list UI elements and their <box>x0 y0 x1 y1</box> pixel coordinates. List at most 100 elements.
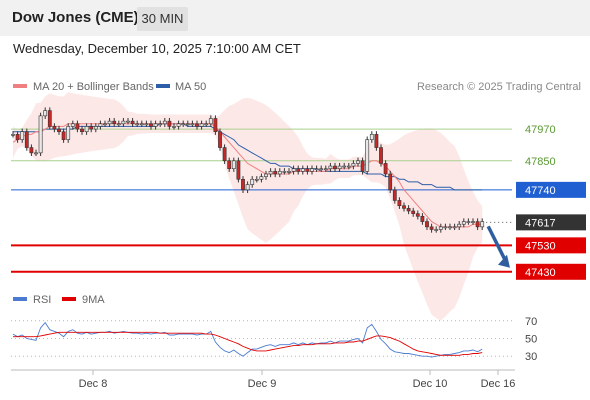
candle <box>181 120 186 127</box>
candle <box>70 120 75 130</box>
candle <box>356 157 360 167</box>
candlesticks <box>11 107 485 233</box>
candle <box>116 120 121 127</box>
candle-body <box>392 189 397 201</box>
candle <box>199 120 204 130</box>
candle <box>47 107 52 130</box>
chart-datetime: Wednesday, December 10, 2025 7:10:00 AM … <box>13 41 301 56</box>
candle <box>379 144 383 167</box>
candle <box>241 176 245 194</box>
candle <box>365 136 370 175</box>
candle <box>167 117 172 130</box>
rsi-ma-legend-swatch <box>62 297 76 301</box>
candle-body <box>397 200 402 207</box>
candle-body <box>420 215 425 222</box>
candle-body <box>172 126 176 128</box>
candle <box>392 186 397 204</box>
candle-body <box>254 178 259 181</box>
ma50-legend-label: MA 50 <box>175 81 206 93</box>
candle <box>397 197 402 209</box>
candle <box>43 107 48 120</box>
rsi-panel: 70 50 30 <box>11 316 537 363</box>
candle-body <box>480 221 485 228</box>
candle <box>264 170 268 180</box>
candle <box>107 117 112 127</box>
candle-body <box>259 176 264 180</box>
candle <box>406 205 411 215</box>
candle-body <box>471 221 475 223</box>
candle-body <box>365 139 370 172</box>
candle-body <box>475 221 480 228</box>
candle <box>231 157 236 172</box>
candle <box>52 123 57 133</box>
candle <box>130 117 135 127</box>
candle-body <box>250 178 255 185</box>
candle-body <box>360 160 365 172</box>
credit-text: Research © 2025 Trading Central <box>417 81 581 93</box>
candle <box>139 120 144 127</box>
candle-body <box>241 178 245 191</box>
candle <box>305 165 310 175</box>
candle <box>268 168 273 178</box>
candle-body <box>333 165 337 170</box>
candle-body <box>466 221 471 223</box>
candle <box>222 144 227 164</box>
level-label-47530: 47530 <box>525 240 556 252</box>
candle <box>337 162 342 172</box>
candle-body <box>425 221 429 228</box>
rsi-tick-50: 50 <box>525 334 537 346</box>
candle-body <box>374 134 379 148</box>
candle <box>34 149 38 157</box>
candle-body <box>379 147 383 164</box>
candle-body <box>34 152 38 155</box>
candle-body <box>121 120 126 125</box>
rsi-line <box>12 321 483 358</box>
candle-body <box>273 171 278 175</box>
candle-body <box>452 226 457 229</box>
candle-body <box>103 123 107 126</box>
candle-body <box>176 123 181 127</box>
key-levels: 47970 47850 47740 47617 47530 47430 <box>11 124 586 280</box>
candle-body <box>11 134 15 136</box>
candle-body <box>434 229 439 231</box>
forecast-arrow-head <box>498 254 510 268</box>
candle <box>204 120 209 127</box>
candle-body <box>268 171 273 175</box>
candle-body <box>218 131 222 148</box>
candle <box>259 173 264 183</box>
candle-body <box>296 168 301 172</box>
candle <box>126 117 130 125</box>
candle <box>333 162 337 172</box>
candle-body <box>231 160 236 170</box>
candle <box>323 165 328 172</box>
candle-body <box>443 226 448 229</box>
candle-body <box>190 123 195 126</box>
candle-body <box>126 120 130 123</box>
candle-body <box>199 123 204 127</box>
candle-body <box>406 208 411 212</box>
candle <box>98 120 103 130</box>
level-label-47617: 47617 <box>525 217 556 229</box>
candle <box>218 128 222 151</box>
candle-body <box>222 147 227 162</box>
candle-body <box>181 123 186 126</box>
candle-body <box>346 165 351 168</box>
candle-body <box>75 123 80 130</box>
candle <box>457 221 462 231</box>
candle <box>245 181 250 194</box>
chart-header: Dow Jones (CME) 30 MIN <box>0 0 590 36</box>
candle <box>61 128 66 143</box>
candle-body <box>264 173 268 177</box>
candle-body <box>130 120 135 125</box>
candle <box>135 120 140 127</box>
candle-body <box>24 131 29 148</box>
candle <box>121 117 126 127</box>
candle <box>213 115 218 135</box>
candle <box>475 218 480 231</box>
candle <box>89 123 94 133</box>
timeframe-badge[interactable]: 30 MIN <box>137 7 188 31</box>
level-label-47970: 47970 <box>525 124 556 136</box>
candle <box>369 131 374 143</box>
candle <box>287 168 291 175</box>
